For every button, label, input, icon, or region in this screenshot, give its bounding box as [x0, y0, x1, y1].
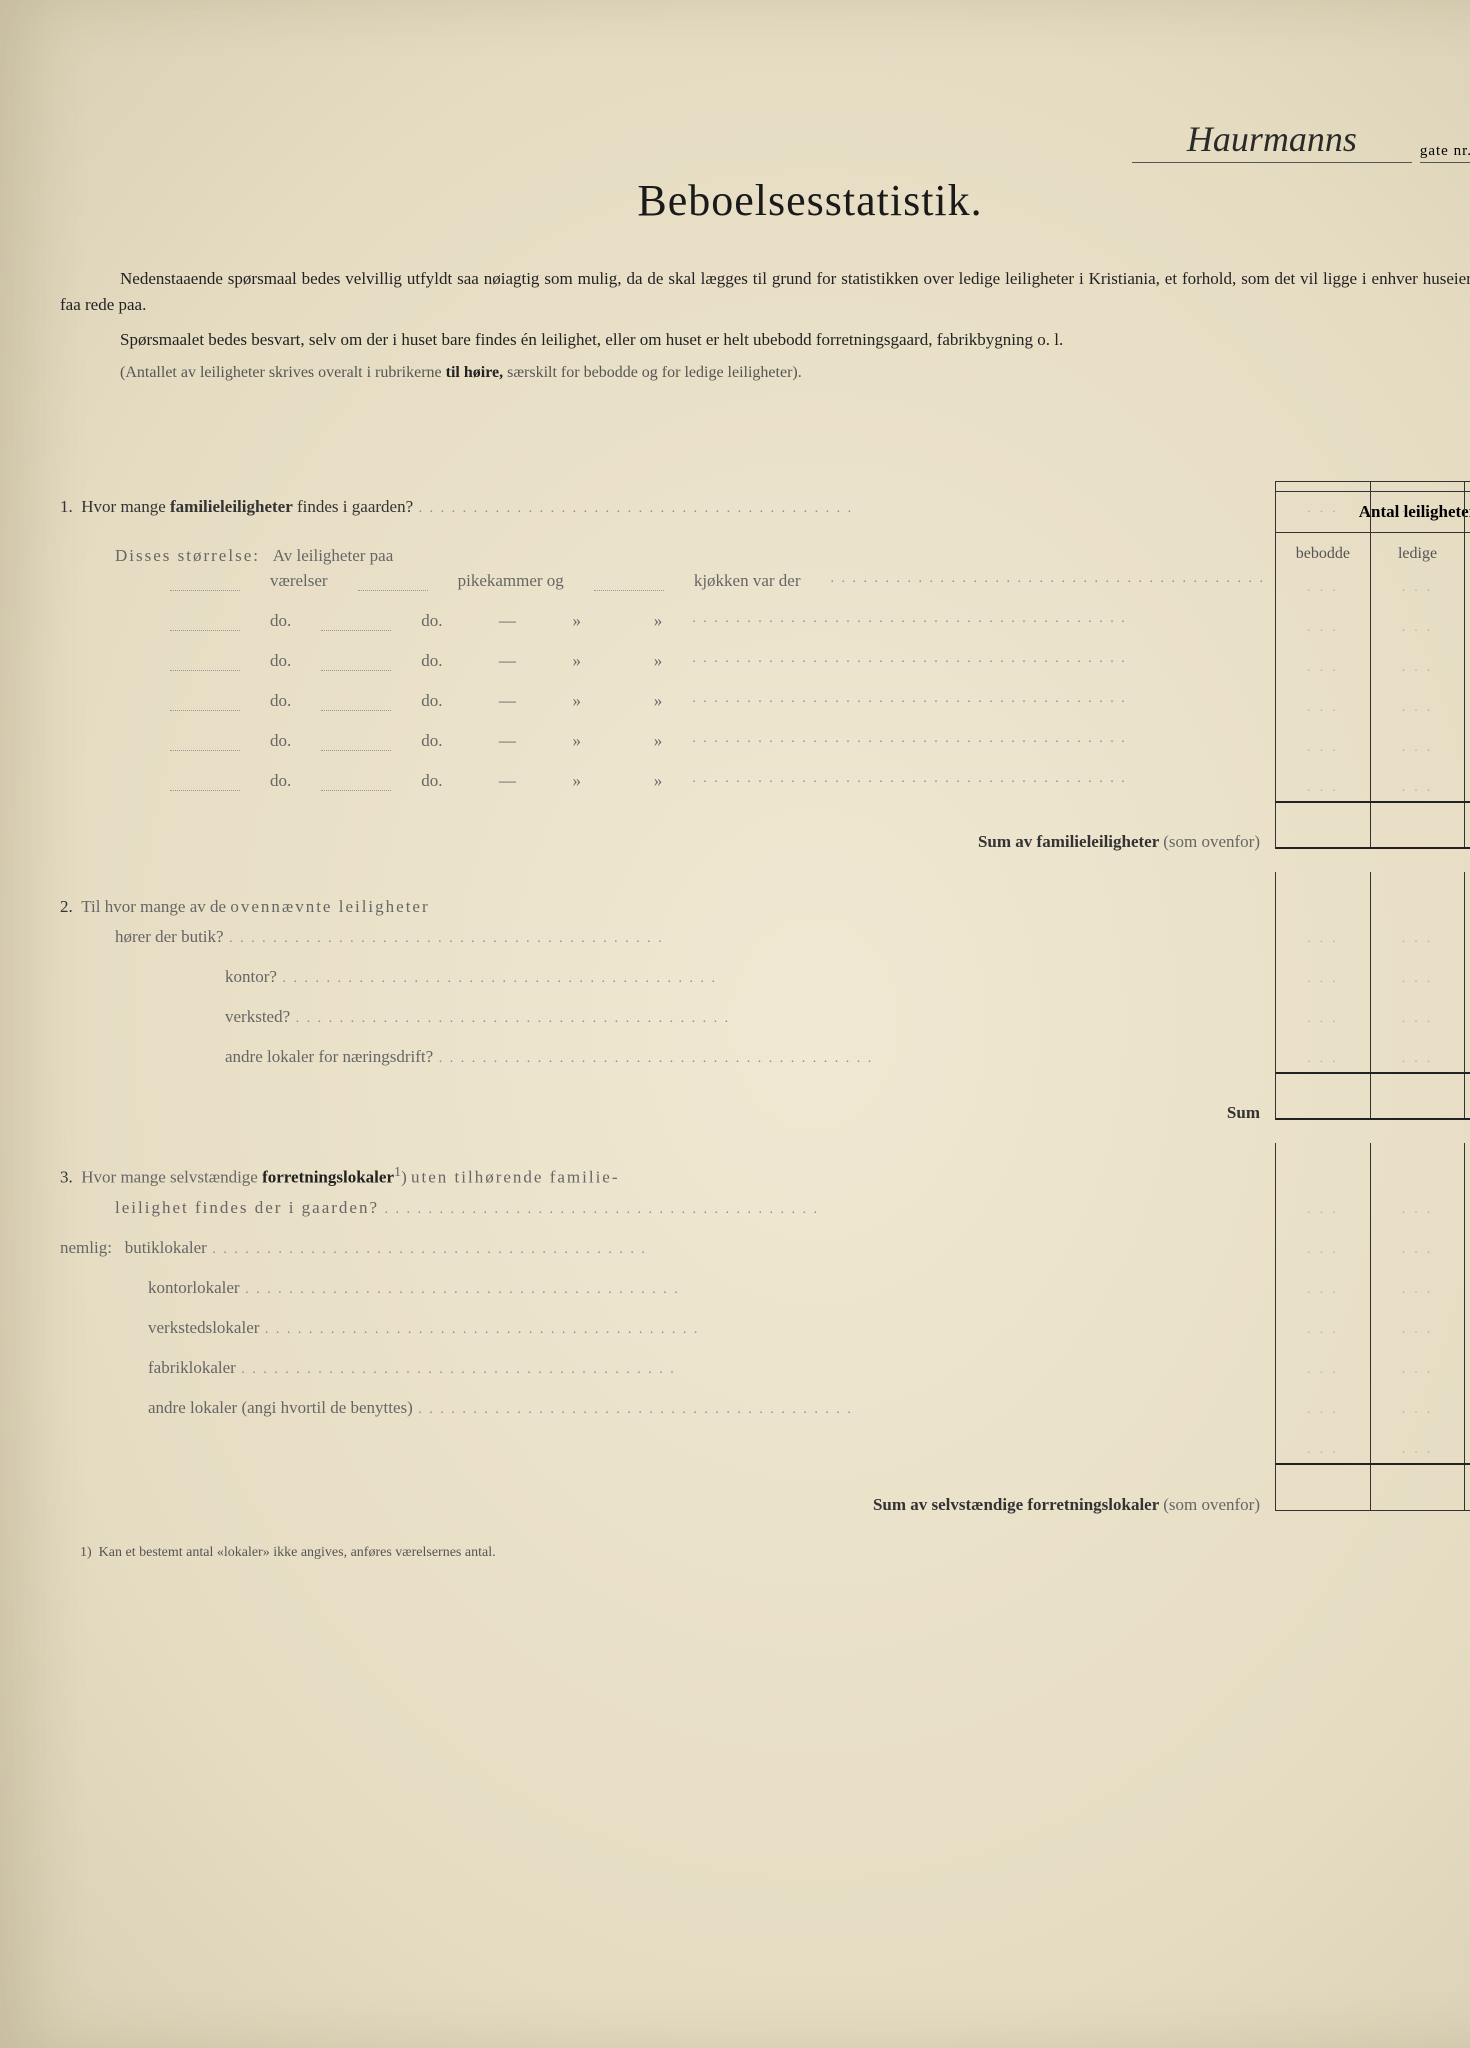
main-title: Beboelsesstatistik.: [60, 175, 1470, 226]
intro-paragraph-3: (Antallet av leiligheter skrives overalt…: [60, 361, 1470, 386]
header-address-line: Haurmanns gate nr. 1: [970, 115, 1470, 163]
footnote: 1) Kan et bestemt antal «lokaler» ikke a…: [60, 1545, 1470, 1561]
question-3-block: 3. Hvor mange selvstændige forretningslo…: [60, 1153, 1470, 1515]
question-1-block: 1. Hvor mange familieleiligheter findes …: [60, 491, 1470, 852]
question-2-block: 2. Til hvor mange av de ovennævnte leili…: [60, 882, 1470, 1123]
gate-nr-label: gate nr.: [1420, 143, 1470, 163]
intro-paragraph-2: Spørsmaalet bedes besvart, selv om der i…: [60, 327, 1470, 353]
main-form-page: Haurmanns gate nr. 1 Beboelsesstatistik.…: [0, 0, 1470, 2048]
form-table-area: Antal leiligheter bebodde ledige ialt 1.…: [60, 491, 1470, 1561]
street-name-handwritten: Haurmanns: [1132, 118, 1412, 163]
intro-paragraph-1: Nedenstaaende spørsmaal bedes velvillig …: [60, 266, 1470, 319]
